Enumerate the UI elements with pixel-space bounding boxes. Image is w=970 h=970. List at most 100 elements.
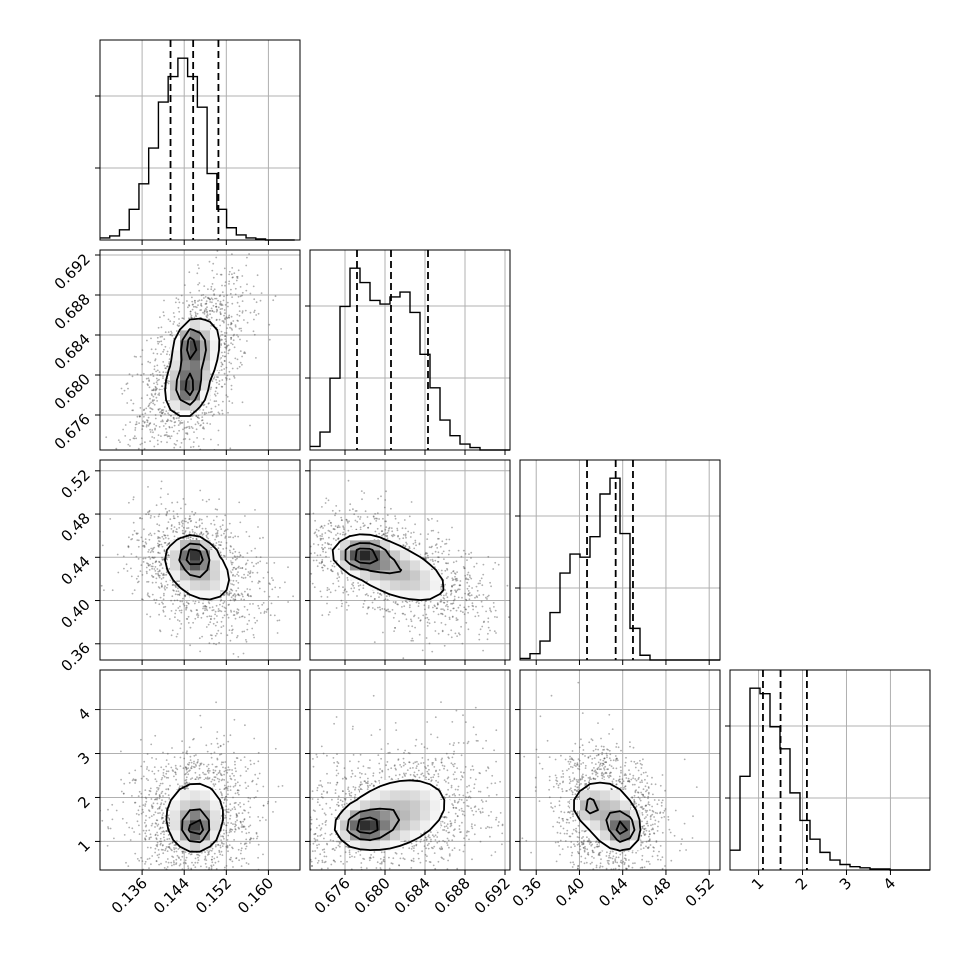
sample-point	[144, 557, 147, 560]
sample-point	[166, 381, 169, 384]
sample-point	[245, 531, 248, 533]
sample-point	[147, 513, 150, 516]
sample-point	[154, 427, 157, 430]
sample-point	[254, 509, 256, 511]
sample-point	[391, 609, 394, 611]
sample-point	[268, 338, 271, 341]
sample-point	[458, 633, 461, 636]
sample-point	[221, 605, 224, 608]
sample-point	[232, 594, 234, 597]
sample-point	[155, 577, 158, 580]
sample-point	[135, 555, 138, 558]
sample-point	[236, 555, 239, 558]
sample-point	[215, 378, 218, 381]
sample-point	[223, 343, 226, 346]
sample-point	[228, 316, 231, 319]
sample-point	[363, 492, 366, 494]
sample-point	[177, 590, 180, 593]
sample-point	[402, 612, 405, 615]
sample-point	[224, 343, 226, 345]
sample-point	[225, 805, 228, 808]
sample-point	[228, 536, 230, 538]
sample-point	[186, 433, 189, 436]
sample-point	[241, 363, 243, 366]
sample-point	[159, 629, 161, 632]
sample-point	[416, 600, 419, 603]
sample-point	[230, 338, 233, 340]
sample-point	[181, 317, 184, 319]
sample-point	[438, 556, 440, 559]
sample-point	[366, 580, 368, 583]
density-cell	[430, 590, 441, 601]
sample-point	[162, 751, 164, 754]
sample-point	[183, 427, 186, 429]
sample-point	[435, 543, 438, 545]
sample-point	[168, 464, 170, 466]
sample-point	[464, 592, 466, 595]
sample-point	[149, 558, 152, 560]
sample-point	[145, 566, 148, 569]
sample-point	[291, 515, 293, 517]
sample-point	[228, 594, 231, 597]
sample-point	[185, 537, 188, 539]
sample-point	[156, 369, 159, 372]
sample-point	[224, 312, 226, 315]
sample-point	[335, 607, 338, 609]
sample-point	[157, 545, 160, 547]
sample-point	[146, 339, 148, 342]
sample-point	[151, 429, 154, 431]
sample-point	[219, 544, 222, 546]
sample-point	[211, 847, 214, 850]
sample-point	[237, 575, 240, 577]
sample-point	[193, 602, 196, 605]
sample-point	[347, 521, 349, 524]
sample-point	[189, 626, 192, 629]
sample-point	[155, 581, 157, 584]
sample-point	[241, 630, 244, 633]
sample-point	[336, 532, 339, 535]
sample-point	[224, 355, 227, 358]
sample-point	[171, 629, 174, 632]
sample-point	[205, 406, 208, 408]
sample-point	[336, 577, 339, 580]
sample-point	[123, 567, 125, 570]
sample-point	[157, 342, 160, 345]
sample-point	[149, 407, 152, 409]
sample-point	[292, 542, 294, 544]
sample-point	[150, 565, 153, 568]
sample-point	[253, 636, 256, 639]
sample-point	[273, 614, 276, 617]
sample-point	[327, 613, 330, 616]
sample-point	[335, 560, 338, 562]
sample-point	[186, 618, 189, 620]
sample-point	[350, 525, 352, 528]
sample-point	[236, 557, 238, 560]
sample-point	[211, 637, 213, 640]
sample-point	[148, 810, 151, 812]
sample-point	[192, 621, 195, 624]
sample-point	[172, 510, 175, 513]
sample-point	[124, 435, 127, 437]
sample-point	[157, 570, 160, 573]
sample-point	[221, 524, 224, 526]
sample-point	[215, 643, 218, 646]
sample-point	[306, 511, 308, 513]
sample-point	[444, 569, 447, 572]
sample-point	[151, 550, 153, 552]
sample-point	[324, 542, 327, 544]
sample-point	[127, 865, 130, 867]
sample-point	[458, 584, 461, 587]
sample-point	[153, 445, 156, 448]
sample-point	[201, 527, 204, 530]
sample-point	[477, 582, 480, 585]
sample-point	[144, 541, 147, 544]
density-cell	[400, 560, 411, 571]
sample-point	[148, 423, 151, 426]
sample-point	[203, 311, 206, 313]
sample-point	[217, 746, 220, 749]
sample-point	[160, 420, 163, 423]
sample-point	[473, 565, 476, 568]
density-cell	[190, 320, 201, 331]
sample-point	[146, 419, 148, 421]
sample-point	[222, 400, 224, 403]
